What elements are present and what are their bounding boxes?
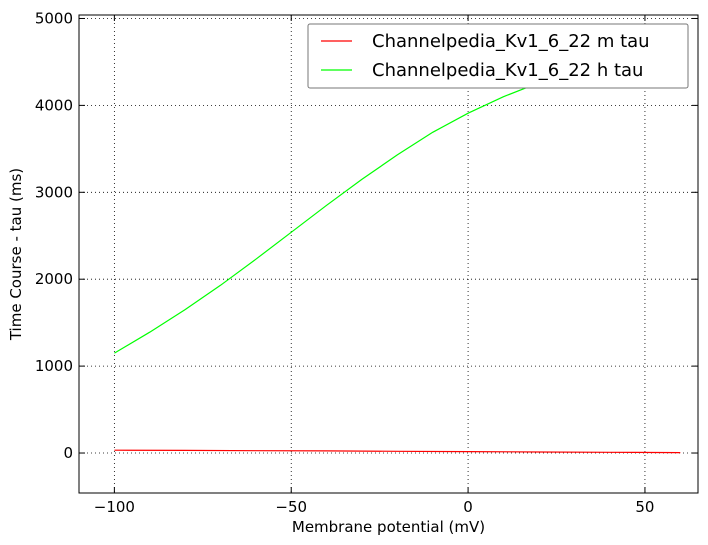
series-line-1	[114, 449, 681, 454]
x-tick-label: −100	[94, 498, 135, 516]
legend-label: Channelpedia_Kv1_6_22 h tau	[372, 60, 643, 81]
y-tick-label: 4000	[35, 96, 73, 114]
legend: Channelpedia_Kv1_6_22 m tau Channelpedia_…	[307, 23, 689, 89]
y-tick-label: 0	[63, 444, 73, 462]
y-tick-label: 2000	[35, 270, 73, 288]
plot-series	[114, 52, 681, 454]
y-tick-label: 3000	[35, 183, 73, 201]
x-tick-label: −50	[275, 498, 307, 516]
x-axis-label: Membrane potential (mV)	[292, 518, 485, 536]
legend-box	[307, 23, 689, 89]
y-tick-label: 1000	[35, 357, 73, 375]
series-line-2	[114, 52, 681, 354]
x-tick-label: 50	[635, 498, 654, 516]
x-tick-label: 0	[463, 498, 473, 516]
legend-label: Channelpedia_Kv1_6_22 m tau	[372, 31, 650, 52]
y-tick-label: 5000	[35, 9, 73, 27]
y-axis-label: Time Course - tau (ms)	[7, 168, 25, 341]
plot-frame	[78, 14, 699, 494]
